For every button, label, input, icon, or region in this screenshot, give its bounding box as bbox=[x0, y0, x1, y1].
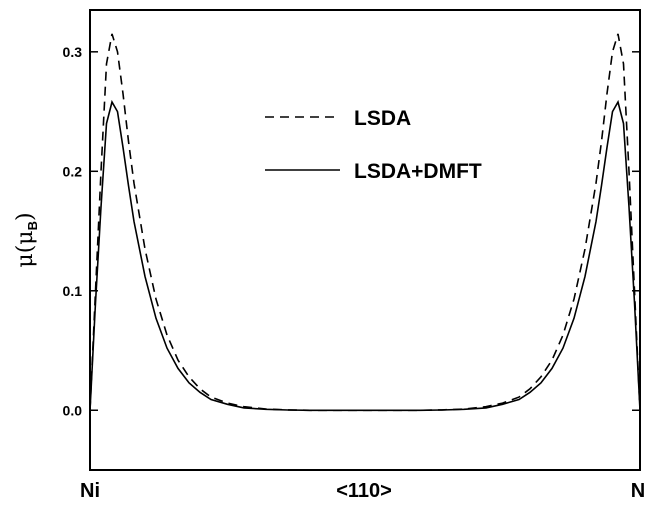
plot-frame bbox=[89, 9, 641, 471]
legend-label-lsda: LSDA bbox=[354, 107, 411, 130]
y-axis-label-sub: B bbox=[25, 221, 40, 230]
x-end-label: N bbox=[631, 480, 645, 502]
y-tick-label: 0.0 bbox=[63, 402, 83, 418]
y-axis-label: μ(μB) bbox=[13, 212, 40, 267]
series-line-lsda bbox=[89, 33, 641, 412]
y-axis-label-close: ) bbox=[13, 212, 38, 221]
y-tick-label: 0.2 bbox=[63, 163, 83, 179]
y-tick-label: 0.3 bbox=[63, 44, 83, 60]
y-axis-ticks: 0.0 0.1 0.2 0.3 bbox=[63, 44, 640, 418]
legend: LSDA LSDA+DMFT bbox=[265, 107, 482, 183]
legend-label-lsda-dmft: LSDA+DMFT bbox=[354, 160, 482, 183]
x-start-label: Ni bbox=[80, 480, 100, 502]
x-axis-label: <110> bbox=[336, 480, 392, 502]
svg-text:μ(μB): μ(μB) bbox=[13, 212, 40, 267]
y-axis-label-main: μ(μ bbox=[13, 230, 38, 267]
y-tick-label: 0.1 bbox=[63, 283, 83, 299]
series-line-lsda-dmft bbox=[89, 99, 641, 412]
series-layer bbox=[89, 33, 641, 412]
